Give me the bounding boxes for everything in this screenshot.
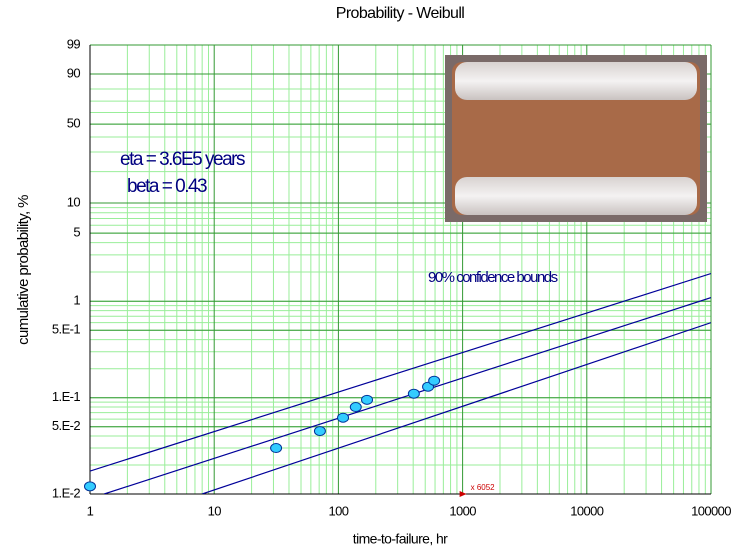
cursor-marker xyxy=(459,491,467,497)
y-tick-label: 5 xyxy=(73,225,80,240)
y-tick-label: 5.E-1 xyxy=(52,322,80,337)
data-point xyxy=(428,375,441,386)
x-tick-label: 1000 xyxy=(449,503,476,518)
data-point xyxy=(270,443,283,454)
fit-line xyxy=(103,297,711,494)
x-axis-label: time-to-failure, hr xyxy=(353,531,448,547)
y-axis-label: cumulative probability, % xyxy=(15,195,32,345)
y-tick-label: 50 xyxy=(67,116,81,131)
annotation: beta = 0.43 xyxy=(127,176,207,197)
data-point xyxy=(361,394,374,405)
chart-title: Probability - Weibull xyxy=(336,5,465,22)
x-tick-label: 100000 xyxy=(691,503,731,518)
cursor-label: x 6052 xyxy=(471,483,496,492)
x-tick-label: 1 xyxy=(87,503,94,518)
data-point xyxy=(337,412,350,423)
annotation: 90% confidence bounds xyxy=(428,269,558,286)
x-tick-label: 10 xyxy=(208,503,222,518)
y-tick-label: 90 xyxy=(67,65,81,80)
annotation: eta = 3.6E5 years xyxy=(120,149,245,170)
y-tick-label: 1.E-2 xyxy=(52,485,80,500)
y-tick-label: 5.E-2 xyxy=(52,418,80,433)
photo-inset xyxy=(445,55,707,222)
y-tick-label: 99 xyxy=(67,36,81,51)
y-tick-label: 1 xyxy=(73,293,80,308)
fit-line xyxy=(90,272,711,472)
y-tick-label: 1.E-1 xyxy=(52,389,80,404)
fit-line xyxy=(201,322,711,494)
y-tick-label: 10 xyxy=(67,194,81,209)
data-point xyxy=(407,388,420,399)
data-point xyxy=(313,426,326,437)
data-point xyxy=(349,402,362,413)
x-tick-label: 10000 xyxy=(570,503,604,518)
data-point xyxy=(84,481,96,492)
x-tick-label: 100 xyxy=(328,503,348,518)
